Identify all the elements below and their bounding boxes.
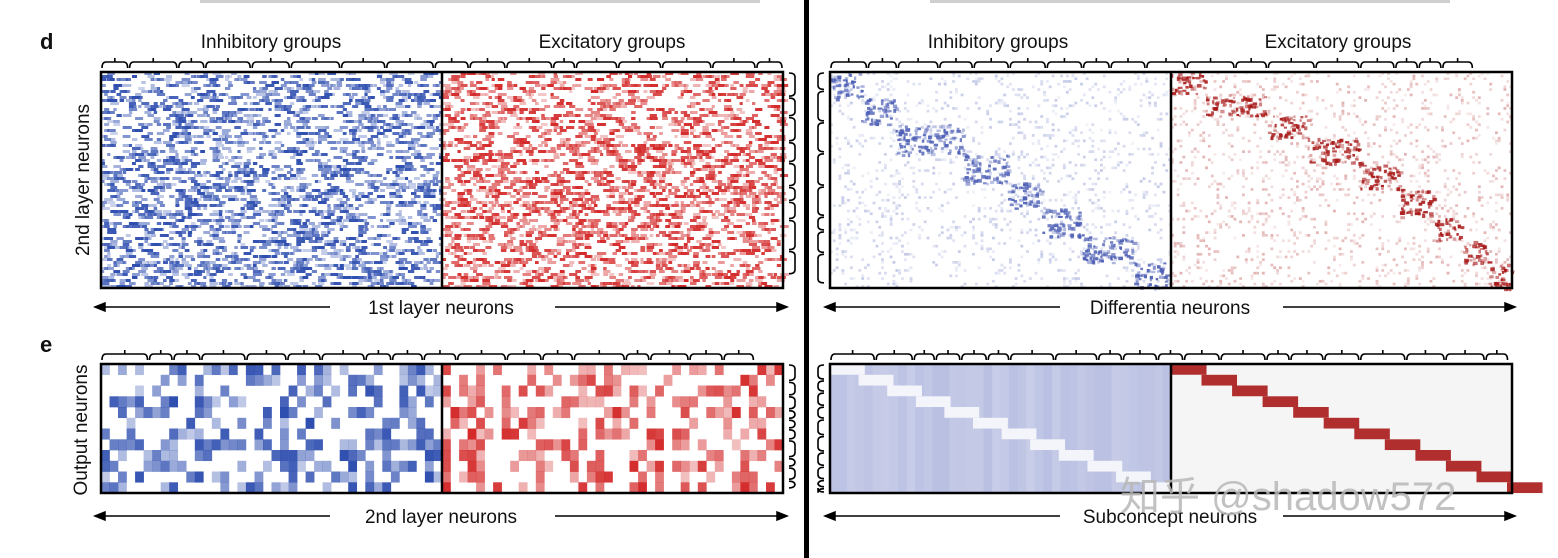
panel-letter-e: e bbox=[40, 332, 52, 357]
e-right-x-axis-arrow bbox=[822, 510, 1518, 522]
heatmap-frames bbox=[99, 70, 1514, 495]
top-residue bbox=[200, 0, 1450, 3]
d-left-excitatory-label: Excitatory groups bbox=[539, 32, 686, 53]
d-right-inhibitory-label: Inhibitory groups bbox=[928, 32, 1068, 53]
d-right-x-axis-label: Differentia neurons bbox=[1090, 298, 1250, 319]
heatmap-e-2nd-layer-excitatory bbox=[442, 364, 784, 494]
d-y-axis-label: 2nd layer neurons bbox=[73, 104, 94, 256]
e-left-x-axis-label: 2nd layer neurons bbox=[365, 507, 517, 528]
heatmap-d-differentia-inhibitory bbox=[830, 72, 1176, 291]
e-y-axis-label: Output neurons bbox=[71, 365, 92, 496]
d-left-x-axis-label: 1st layer neurons bbox=[368, 298, 514, 319]
e-right-x-axis-label: Subconcept neurons bbox=[1083, 507, 1257, 528]
d-left-x-axis-arrow bbox=[92, 301, 790, 313]
d-right-excitatory-label: Excitatory groups bbox=[1265, 32, 1412, 53]
d-right-x-axis-arrow bbox=[822, 301, 1518, 313]
watermark-text: 知乎 @shadow572 bbox=[1120, 475, 1456, 519]
panel-divider bbox=[804, 0, 809, 558]
heatmap-e-2nd-layer-inhibitory bbox=[101, 364, 443, 494]
heatmap-d-1st-layer-inhibitory bbox=[101, 72, 449, 288]
heatmap-d-differentia-excitatory bbox=[1171, 72, 1515, 292]
group-brackets bbox=[101, 58, 1509, 493]
panel-letter-d: d bbox=[40, 29, 53, 54]
heatmap-e-subconcept-excitatory bbox=[1171, 364, 1543, 494]
heatmap-d-1st-layer-excitatory bbox=[442, 72, 790, 288]
heatmap-e-subconcept-inhibitory bbox=[830, 364, 1180, 494]
e-left-x-axis-arrow bbox=[92, 510, 790, 522]
d-left-inhibitory-label: Inhibitory groups bbox=[201, 32, 341, 53]
